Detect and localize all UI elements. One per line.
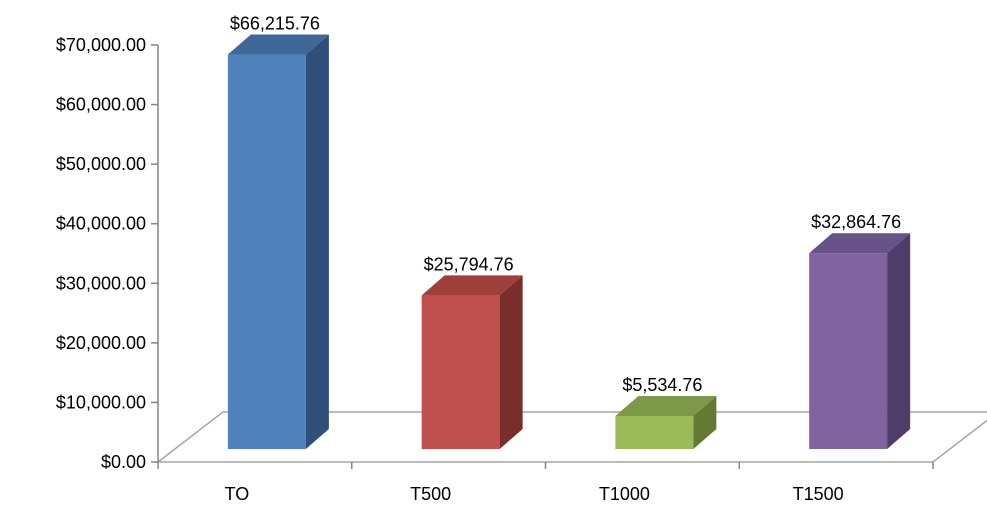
bar-front — [615, 416, 694, 449]
bar-t500 — [421, 275, 523, 449]
y-tick-label: $50,000.00 — [56, 154, 146, 174]
bar-side — [887, 233, 911, 449]
data-label: $5,534.76 — [622, 375, 702, 395]
floor-plane — [155, 411, 987, 463]
bar-top — [809, 233, 911, 254]
data-label: $66,215.76 — [230, 14, 320, 34]
x-tick-label: T500 — [410, 484, 451, 504]
bar-t1000 — [615, 396, 717, 449]
bar-top — [615, 396, 717, 417]
data-label: $25,794.76 — [424, 254, 514, 274]
y-tick-label: $20,000.00 — [56, 333, 146, 353]
bar-side — [305, 34, 329, 449]
y-tick-label: $40,000.00 — [56, 214, 146, 234]
bar-front — [227, 54, 306, 449]
bar-side — [499, 275, 523, 449]
bar-side — [693, 396, 717, 449]
y-axis: $0.00 $10,000.00 $20,000.00 $30,000.00 $40,0… — [56, 35, 159, 472]
bar-front — [421, 295, 500, 449]
bar-top — [421, 275, 523, 296]
y-tick-label: $30,000.00 — [56, 273, 146, 293]
bars — [227, 34, 911, 449]
data-label: $32,864.76 — [811, 212, 901, 232]
chart-floor — [155, 411, 987, 463]
x-tick-label: T1500 — [793, 484, 844, 504]
y-tick-label: $70,000.00 — [56, 35, 146, 55]
y-tick-label: $10,000.00 — [56, 392, 146, 412]
bar-front — [809, 253, 888, 449]
bar-top — [227, 34, 329, 55]
bar-t1500 — [809, 233, 911, 449]
y-tick-label: $60,000.00 — [56, 95, 146, 115]
data-labels: $66,215.76 $25,794.76 $5,534.76 $32,864.76 — [230, 14, 901, 395]
bar-to — [227, 34, 329, 449]
y-tick-label: $0.00 — [101, 452, 146, 472]
x-axis: TO T500 T1000 T1500 — [157, 462, 934, 504]
x-tick-label: TO — [225, 484, 250, 504]
x-tick-label: T1000 — [599, 484, 650, 504]
